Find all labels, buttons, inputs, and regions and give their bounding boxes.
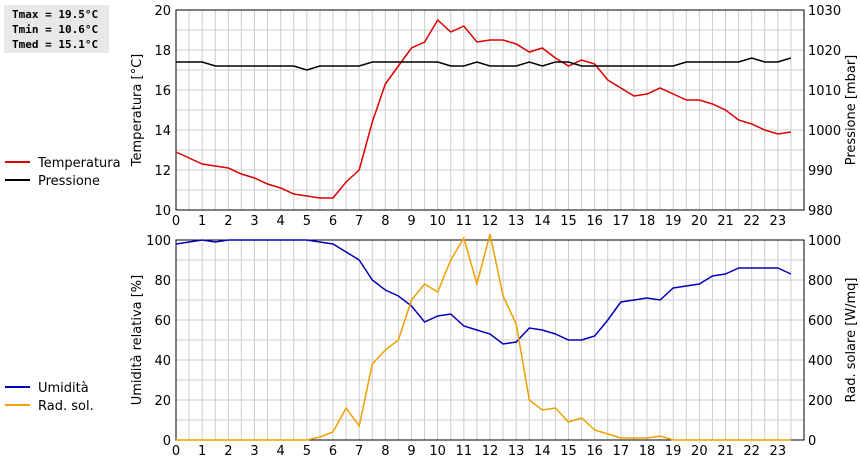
hum-x-tick-label: 23 — [770, 444, 787, 459]
hum-x-tick-label: 5 — [303, 444, 311, 459]
hum-y-tick-label: 100 — [146, 234, 171, 249]
temp-x-tick-label: 18 — [639, 214, 656, 229]
temp-x-tick-label: 12 — [482, 214, 499, 229]
temp-y2-tick-label: 1020 — [808, 44, 841, 59]
tmax-text: Tmax = 19.5°C — [12, 8, 99, 21]
hum-x-tick-label: 12 — [482, 444, 499, 459]
hum-x-tick-label: 4 — [277, 444, 285, 459]
hum-x-tick-label: 1 — [198, 444, 206, 459]
temp-x-tick-label: 2 — [224, 214, 232, 229]
hum-y-tick-label: 40 — [154, 354, 171, 369]
temp-x-tick-label: 1 — [198, 214, 206, 229]
hum-plot-frame — [175, 239, 805, 441]
temp-y2-tick-label: 980 — [808, 204, 833, 219]
series-line-temperatura — [175, 18, 792, 199]
hum-y-tick-label: 60 — [154, 314, 171, 329]
temp-x-tick-label: 7 — [355, 214, 363, 229]
legend-label: Pressione — [38, 174, 100, 189]
hum-y2-tick-label: 400 — [808, 354, 833, 369]
temp-x-tick-label: 0 — [172, 214, 180, 229]
temp-y-tick-label: 18 — [154, 44, 171, 59]
hum-x-tick-label: 3 — [250, 444, 258, 459]
temp-x-tick-label: 23 — [770, 214, 787, 229]
stats-box: Tmax = 19.5°C Tmin = 10.6°C Tmed = 15.1°… — [4, 5, 109, 53]
temp-y-tick-label: 12 — [154, 164, 171, 179]
temp-y-tick-label: 14 — [154, 124, 171, 139]
hum-y2-tick-label: 800 — [808, 274, 833, 289]
temp-y2-tick-label: 1000 — [808, 124, 841, 139]
hum-y2-tick-label: 200 — [808, 394, 833, 409]
temp-y-tick-label: 16 — [154, 84, 171, 99]
hum-x-tick-label: 7 — [355, 444, 363, 459]
legend-label: Umidità — [38, 381, 89, 396]
hum-x-tick-label: 9 — [407, 444, 415, 459]
temp-plot-frame — [175, 9, 805, 211]
temp-x-tick-label: 13 — [508, 214, 525, 229]
temp-x-tick-label: 17 — [613, 214, 630, 229]
temp-y2-axis-label: Pressione [mbar] — [844, 55, 859, 166]
temp-x-tick-label: 9 — [407, 214, 415, 229]
hum-x-tick-label: 13 — [508, 444, 525, 459]
hum-x-tick-label: 18 — [639, 444, 656, 459]
hum-x-tick-label: 20 — [691, 444, 708, 459]
hum-y-tick-label: 80 — [154, 274, 171, 289]
temp-x-tick-label: 19 — [665, 214, 682, 229]
hum-y2-tick-label: 0 — [808, 434, 816, 449]
hum-y-tick-label: 0 — [163, 434, 171, 449]
hum-x-tick-label: 6 — [329, 444, 337, 459]
temp-x-tick-label: 22 — [743, 214, 760, 229]
hum-y-axis-label: Umidità relativa [%] — [130, 275, 145, 405]
temp-y-tick-label: 20 — [154, 4, 171, 19]
hum-x-tick-label: 16 — [586, 444, 603, 459]
hum-x-tick-label: 21 — [717, 444, 734, 459]
hum-y-tick-label: 20 — [154, 394, 171, 409]
hum-x-tick-label: 19 — [665, 444, 682, 459]
temp-y-tick-label: 10 — [154, 204, 171, 219]
hum-y2-tick-label: 600 — [808, 314, 833, 329]
hum-x-tick-label: 22 — [743, 444, 760, 459]
hum-x-tick-label: 15 — [560, 444, 577, 459]
hum-x-tick-label: 2 — [224, 444, 232, 459]
temp-y2-tick-label: 1030 — [808, 4, 841, 19]
temp-x-tick-label: 11 — [456, 214, 473, 229]
series-line-pressione — [176, 57, 792, 71]
hum-x-tick-label: 14 — [534, 444, 551, 459]
legend-label: Rad. sol. — [38, 399, 94, 414]
temp-x-tick-label: 21 — [717, 214, 734, 229]
tmed-text: Tmed = 15.1°C — [12, 38, 99, 51]
series-line-umidit- — [175, 239, 792, 345]
hum-x-tick-label: 10 — [429, 444, 446, 459]
hum-y2-tick-label: 1000 — [808, 234, 841, 249]
temp-x-tick-label: 16 — [586, 214, 603, 229]
tmin-text: Tmin = 10.6°C — [12, 23, 99, 36]
temp-x-tick-label: 14 — [534, 214, 551, 229]
hum-x-tick-label: 8 — [381, 444, 389, 459]
hum-x-tick-label: 0 — [172, 444, 180, 459]
temp-y-axis-label: Temperatura [°C] — [130, 54, 145, 167]
temp-x-tick-label: 10 — [429, 214, 446, 229]
temp-x-tick-label: 20 — [691, 214, 708, 229]
hum-x-tick-label: 11 — [456, 444, 473, 459]
hum-x-tick-label: 17 — [613, 444, 630, 459]
series-line-rad-sol- — [176, 233, 791, 441]
temp-x-tick-label: 5 — [303, 214, 311, 229]
temp-y2-tick-label: 990 — [808, 164, 833, 179]
temp-x-tick-label: 6 — [329, 214, 337, 229]
temp-x-tick-label: 4 — [277, 214, 285, 229]
temp-x-tick-label: 15 — [560, 214, 577, 229]
temp-x-tick-label: 8 — [381, 214, 389, 229]
legend-label: Temperatura — [37, 156, 121, 171]
temp-x-tick-label: 3 — [250, 214, 258, 229]
hum-y2-axis-label: Rad. solare [W/mq] — [844, 277, 859, 402]
temp-y2-tick-label: 1010 — [808, 84, 841, 99]
